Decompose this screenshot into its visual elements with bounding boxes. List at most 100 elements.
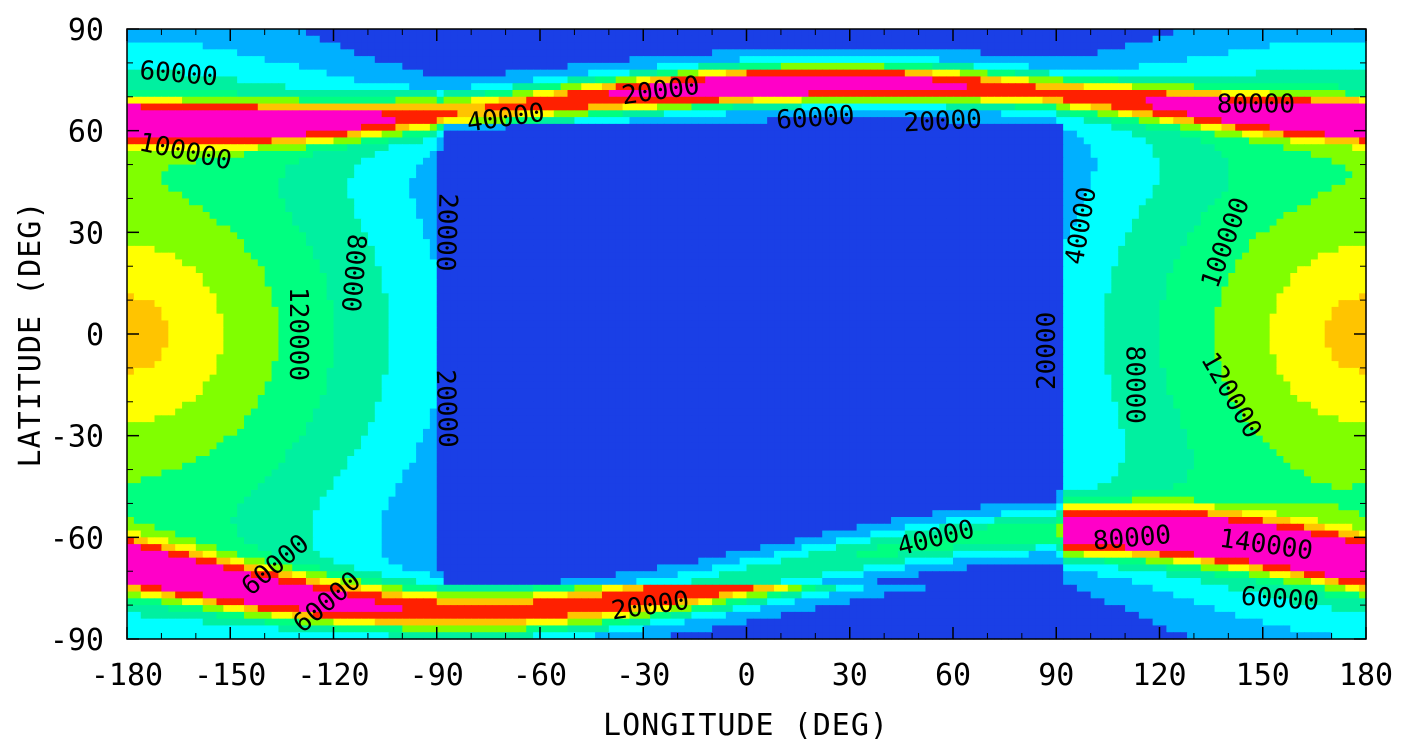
- contour-fill-cell: [684, 171, 693, 179]
- contour-fill-cell: [1138, 35, 1147, 44]
- contour-fill-cell: [1083, 151, 1092, 159]
- contour-fill-cell: [182, 103, 190, 111]
- contour-fill-cell: [663, 110, 672, 118]
- contour-fill-cell: [1283, 29, 1291, 37]
- contour-fill-cell: [787, 90, 796, 98]
- contour-fill-cell: [870, 137, 878, 145]
- contour-fill-cell: [347, 191, 355, 200]
- contour-fill-cell: [725, 83, 734, 91]
- contour-fill-cell: [925, 205, 933, 213]
- contour-fill-cell: [244, 76, 252, 84]
- contour-fill-cell: [1056, 42, 1064, 50]
- contour-fill-cell: [1345, 191, 1353, 200]
- contour-fill-cell: [870, 83, 878, 91]
- contour-fill-cell: [939, 29, 947, 37]
- contour-fill-cell: [319, 42, 328, 50]
- contour-fill-cell: [953, 103, 961, 111]
- contour-fill-cell: [980, 144, 989, 152]
- contour-fill-cell: [987, 49, 995, 57]
- contour-fill-cell: [519, 123, 527, 132]
- contour-fill-cell: [416, 212, 424, 220]
- contour-fill-cell: [168, 117, 176, 125]
- contour-fill-cell: [1248, 123, 1257, 132]
- contour-fill-cell: [994, 42, 1002, 50]
- contour-fill-cell: [1125, 110, 1133, 118]
- contour-fill-cell: [1008, 137, 1016, 145]
- contour-fill-cell: [388, 62, 397, 71]
- contour-fill-cell: [712, 29, 720, 37]
- contour-fill-cell: [636, 117, 644, 125]
- contour-fill-cell: [450, 137, 458, 145]
- contour-fill-cell: [1111, 171, 1119, 179]
- contour-fill-cell: [216, 83, 224, 91]
- contour-fill-cell: [953, 117, 961, 125]
- contour-fill-cell: [877, 42, 885, 50]
- contour-fill-cell: [705, 49, 713, 57]
- contour-fill-cell: [567, 123, 576, 132]
- contour-fill-cell: [1276, 157, 1284, 166]
- contour-fill-cell: [712, 205, 720, 213]
- contour-fill-cell: [1310, 42, 1319, 50]
- contour-fill-cell: [305, 69, 314, 78]
- contour-fill-cell: [127, 151, 135, 159]
- contour-fill-cell: [1111, 117, 1119, 125]
- contour-fill-cell: [622, 69, 631, 78]
- contour-fill-cell: [209, 178, 218, 186]
- contour-fill-cell: [264, 184, 273, 193]
- contour-fill-cell: [822, 62, 830, 71]
- contour-fill-cell: [1097, 157, 1106, 166]
- contour-fill-cell: [305, 178, 314, 186]
- contour-fill-cell: [1310, 83, 1319, 91]
- contour-fill-cell: [1166, 144, 1174, 152]
- contour-fill-cell: [698, 56, 706, 64]
- contour-fill-cell: [918, 205, 927, 213]
- contour-fill-cell: [1070, 157, 1078, 166]
- contour-fill-cell: [1228, 83, 1236, 91]
- contour-fill-cell: [622, 178, 631, 186]
- contour-fill-cell: [202, 29, 211, 37]
- contour-fill-cell: [347, 130, 355, 139]
- contour-fill-cell: [643, 205, 651, 213]
- contour-fill-cell: [1056, 35, 1064, 44]
- contour-fill-cell: [670, 212, 679, 220]
- contour-fill-cell: [966, 130, 975, 139]
- contour-fill-cell: [1297, 103, 1305, 111]
- contour-fill-cell: [1200, 29, 1209, 37]
- contour-fill-cell: [953, 96, 961, 105]
- contour-fill-cell: [326, 103, 335, 111]
- contour-fill-cell: [1290, 103, 1298, 111]
- contour-fill-cell: [835, 178, 844, 186]
- contour-fill-cell: [1297, 56, 1305, 64]
- contour-fill-cell: [1214, 62, 1223, 71]
- contour-fill-cell: [904, 205, 913, 213]
- contour-fill-cell: [1228, 184, 1236, 193]
- contour-fill-cell: [677, 171, 686, 179]
- contour-fill-cell: [574, 110, 582, 118]
- contour-fill-cell: [636, 103, 644, 111]
- contour-fill-cell: [712, 117, 720, 125]
- contour-fill-cell: [718, 35, 727, 44]
- contour-fill-cell: [856, 76, 865, 84]
- contour-fill-cell: [1242, 90, 1250, 98]
- contour-fill-cell: [939, 151, 947, 159]
- contour-fill-cell: [1331, 49, 1340, 57]
- contour-fill-cell: [1131, 151, 1140, 159]
- contour-fill-cell: [904, 171, 913, 179]
- contour-fill-cell: [491, 184, 500, 193]
- contour-fill-cell: [1008, 164, 1016, 172]
- contour-fill-cell: [608, 49, 617, 57]
- contour-fill-cell: [870, 90, 878, 98]
- contour-fill-cell: [1035, 76, 1044, 84]
- contour-fill-cell: [519, 29, 527, 37]
- contour-fill-cell: [608, 103, 617, 111]
- contour-fill-cell: [409, 130, 417, 139]
- contour-fill-cell: [1131, 69, 1140, 78]
- contour-fill-cell: [608, 96, 617, 105]
- contour-fill-cell: [484, 212, 493, 220]
- contour-fill-cell: [491, 96, 500, 105]
- contour-fill-cell: [601, 96, 610, 105]
- contour-fill-cell: [677, 49, 686, 57]
- contour-fill-cell: [829, 137, 837, 145]
- contour-fill-cell: [237, 35, 245, 44]
- contour-fill-cell: [1145, 103, 1154, 111]
